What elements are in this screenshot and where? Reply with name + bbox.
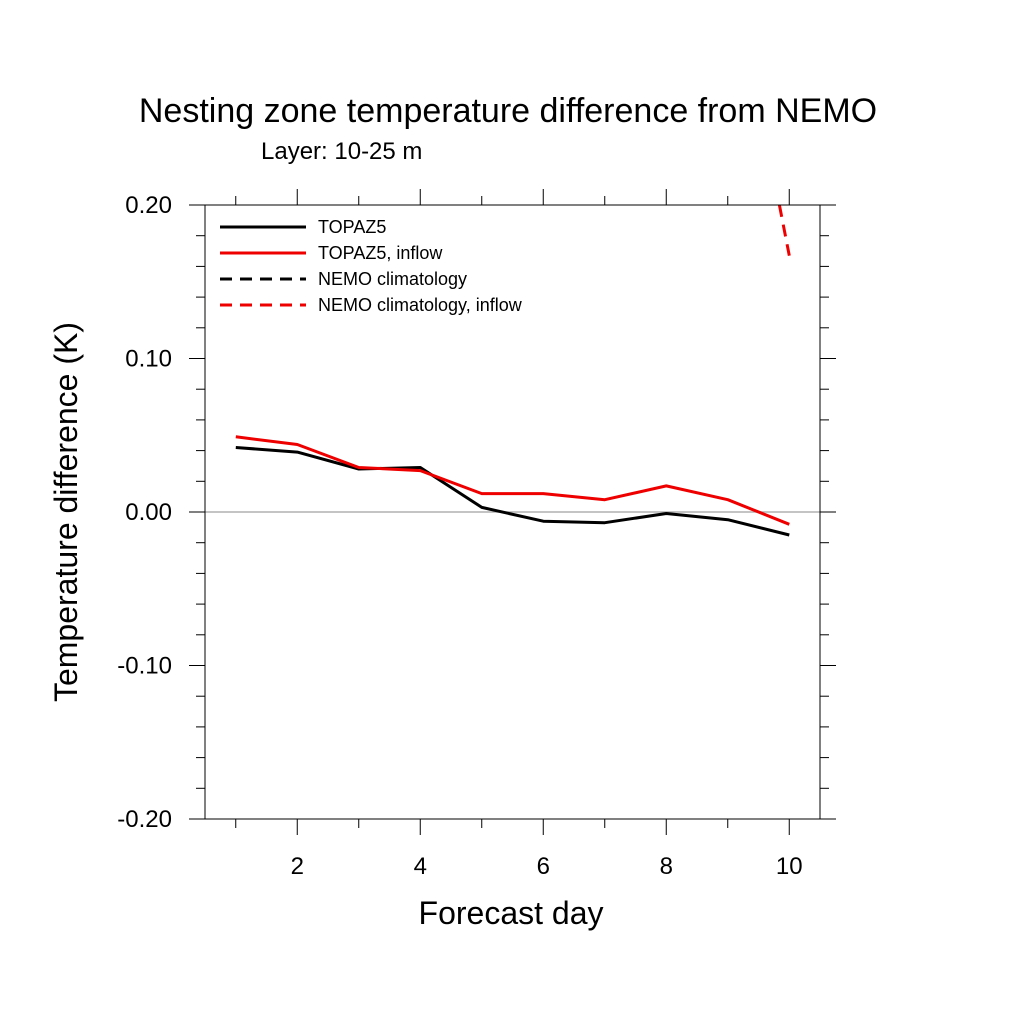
y-tick-label: -0.10 bbox=[117, 653, 172, 680]
x-tick-label: 4 bbox=[414, 853, 427, 880]
x-axis-label: Forecast day bbox=[419, 895, 604, 931]
y-tick-label: -0.20 bbox=[117, 806, 172, 833]
chart-subtitle: Layer: 10-25 m bbox=[261, 138, 422, 165]
x-tick-label: 8 bbox=[660, 853, 673, 880]
chart-title: Nesting zone temperature difference from… bbox=[139, 92, 877, 130]
x-tick-label: 6 bbox=[537, 853, 550, 880]
series-line-0 bbox=[235, 446, 790, 537]
legend-label-2: NEMO climatology bbox=[318, 269, 467, 289]
x-tick-label: 2 bbox=[291, 853, 304, 880]
y-tick-label: 0.10 bbox=[125, 346, 172, 373]
y-axis-label: Temperature difference (K) bbox=[48, 322, 84, 702]
legend-label-0: TOPAZ5 bbox=[318, 217, 386, 237]
legend-label-1: TOPAZ5, inflow bbox=[318, 243, 443, 263]
y-tick-label: 0.00 bbox=[125, 499, 172, 526]
legend: TOPAZ5 TOPAZ5, inflow NEMO climatology NEMO… bbox=[220, 217, 523, 315]
x-tick-label: 10 bbox=[776, 853, 803, 880]
series-line-3 bbox=[777, 204, 791, 256]
series-line-1 bbox=[235, 435, 790, 526]
y-tick-label: 0.20 bbox=[125, 192, 172, 219]
legend-label-3: NEMO climatology, inflow bbox=[318, 295, 523, 315]
